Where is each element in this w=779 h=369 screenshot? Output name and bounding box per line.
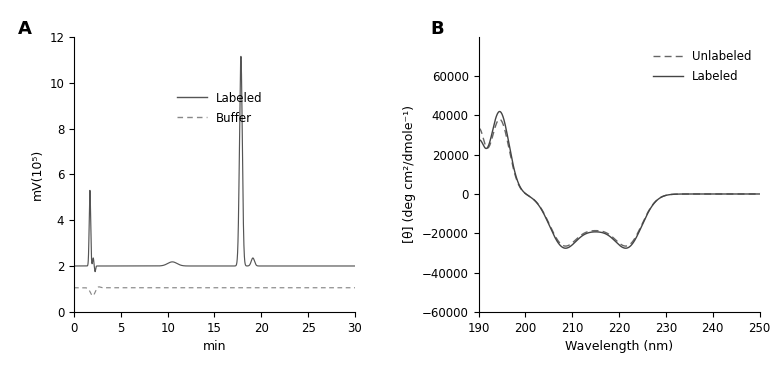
Labeled <box>474 139 483 143</box>
Text: A: A <box>18 20 32 38</box>
Labeled <box>662 193 671 197</box>
Unlabeled <box>621 244 630 248</box>
Labeled <box>524 194 534 198</box>
Labeled <box>640 217 650 221</box>
Unlabeled <box>662 193 671 197</box>
Unlabeled <box>495 117 504 121</box>
Labeled <box>686 192 696 196</box>
Text: B: B <box>431 20 445 38</box>
Y-axis label: [θ] (deg cm²/dmole⁻¹): [θ] (deg cm²/dmole⁻¹) <box>404 106 417 243</box>
Unlabeled <box>686 192 696 196</box>
Labeled <box>621 246 630 251</box>
Unlabeled <box>547 226 556 231</box>
Unlabeled <box>474 127 483 131</box>
Unlabeled <box>524 194 534 198</box>
Unlabeled <box>640 215 650 220</box>
Line: Labeled: Labeled <box>478 111 760 248</box>
Labeled <box>601 232 611 236</box>
Labeled <box>495 109 504 114</box>
Labeled <box>755 192 764 196</box>
Unlabeled <box>601 231 611 235</box>
X-axis label: min: min <box>203 340 226 353</box>
X-axis label: Wavelength (nm): Wavelength (nm) <box>565 340 673 353</box>
Legend: Labeled, Buffer: Labeled, Buffer <box>173 87 268 129</box>
Labeled <box>547 228 556 232</box>
Y-axis label: mV(10⁵): mV(10⁵) <box>30 149 44 200</box>
Line: Unlabeled: Unlabeled <box>478 119 760 246</box>
Unlabeled <box>755 192 764 196</box>
Legend: Unlabeled, Labeled: Unlabeled, Labeled <box>649 45 756 88</box>
